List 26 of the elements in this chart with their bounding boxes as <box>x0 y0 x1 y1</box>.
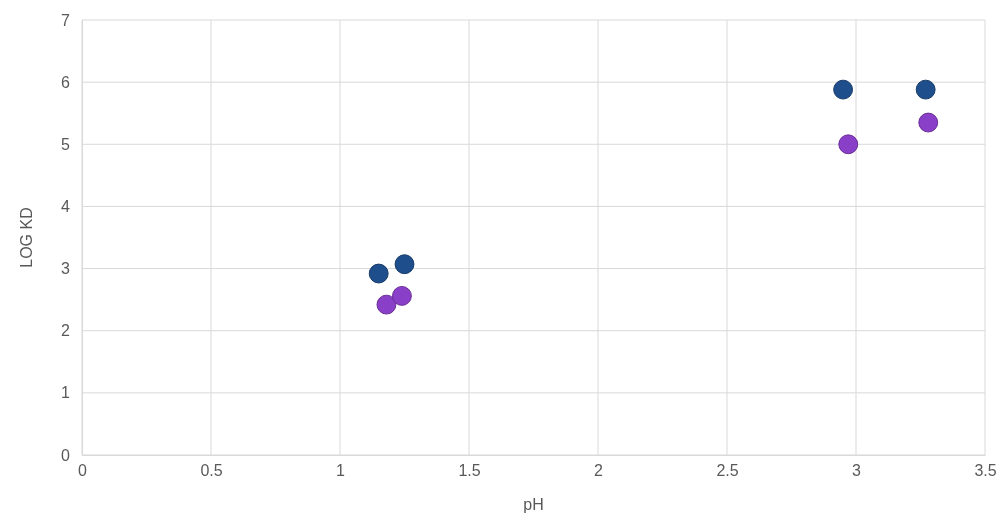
y-tick-label: 1 <box>61 384 71 402</box>
y-tick-label: 2 <box>61 322 71 340</box>
y-tick-label: 5 <box>61 135 71 153</box>
x-tick-label: 2.5 <box>716 462 739 480</box>
y-axis-title: LOG KD <box>18 207 35 268</box>
x-tick-label: 0 <box>78 462 88 480</box>
point <box>391 285 412 306</box>
point <box>833 79 854 100</box>
y-tick-label: 4 <box>61 198 71 216</box>
point <box>376 294 397 315</box>
point <box>838 134 859 155</box>
point <box>918 112 939 133</box>
point <box>368 263 389 284</box>
x-tick-label: 0.5 <box>200 462 223 480</box>
y-tick-label: 0 <box>61 446 71 464</box>
y-tick-label: 7 <box>61 11 71 29</box>
y-tick-label: 3 <box>61 260 71 278</box>
x-tick-label: 3 <box>852 462 862 480</box>
x-tick-label: 3.5 <box>974 462 997 480</box>
x-axis-title: pH <box>523 496 544 513</box>
x-tick-label: 1 <box>336 462 346 480</box>
x-tick-label: 2 <box>594 462 604 480</box>
point <box>915 79 936 100</box>
y-tick-label: 6 <box>61 73 71 91</box>
point <box>394 254 415 275</box>
x-tick-label: 1.5 <box>458 462 481 480</box>
